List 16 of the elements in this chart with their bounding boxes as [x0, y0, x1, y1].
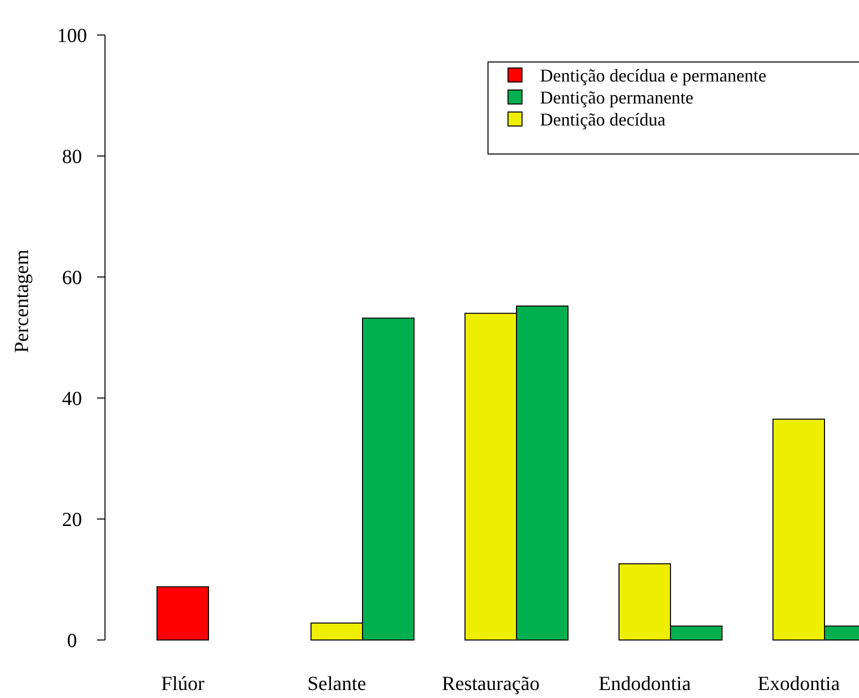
legend-label: Dentição decídua	[540, 109, 666, 130]
x-tick-label: Exodontia	[758, 673, 840, 695]
y-tick-label: 40	[62, 388, 82, 410]
legend-label: Dentição permanente	[540, 87, 694, 108]
y-tick-label: 60	[62, 267, 82, 289]
y-tick-label: 100	[57, 25, 87, 47]
y-axis-title: Percentagem	[11, 249, 33, 353]
x-tick-label: Selante	[307, 673, 366, 695]
legend-label: Dentição decídua e permanente	[540, 65, 766, 86]
x-tick-label: Endodontia	[598, 673, 691, 695]
x-tick-label: Restauração	[442, 673, 540, 695]
y-tick-label: 0	[67, 630, 77, 652]
x-tick-label: Flúor	[161, 673, 205, 695]
y-tick-label: 20	[62, 509, 82, 531]
y-tick-label: 80	[62, 146, 82, 168]
bar	[156, 586, 209, 640]
